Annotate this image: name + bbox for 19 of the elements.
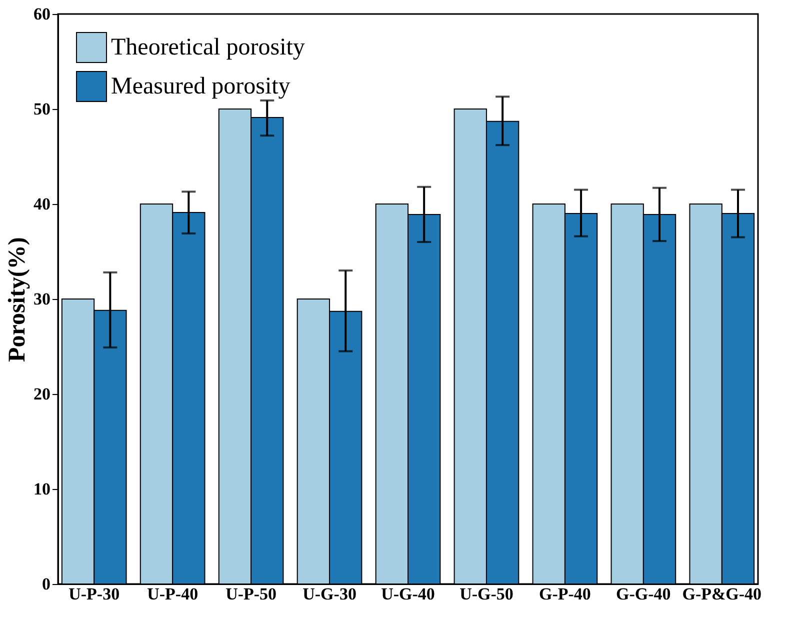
legend-label: Measured porosity — [111, 74, 290, 100]
y-tick-label: 40 — [34, 194, 50, 214]
x-tick-label: G-P&G-40 — [682, 584, 762, 604]
x-tick-label: U-P-30 — [68, 584, 120, 604]
x-tick-label: U-P-40 — [147, 584, 198, 604]
legend-label: Theoretical porosity — [111, 34, 305, 60]
x-tick-label: U-G-40 — [381, 584, 435, 604]
y-tick-label: 0 — [42, 574, 50, 594]
x-tick-label: U-G-50 — [460, 584, 514, 604]
y-axis-title: Porosity(%) — [4, 237, 30, 362]
x-tick-label: U-G-30 — [302, 584, 356, 604]
y-tick-label: 30 — [34, 290, 50, 308]
x-tick-label: G-P-40 — [538, 584, 591, 604]
x-tick-label: U-P-50 — [226, 584, 277, 604]
y-tick-label: 10 — [34, 480, 50, 498]
y-tick-label: 50 — [34, 100, 50, 118]
x-tick-label: G-G-40 — [616, 584, 671, 604]
y-tick-label: 20 — [34, 384, 50, 404]
y-tick-label: 60 — [34, 4, 50, 24]
